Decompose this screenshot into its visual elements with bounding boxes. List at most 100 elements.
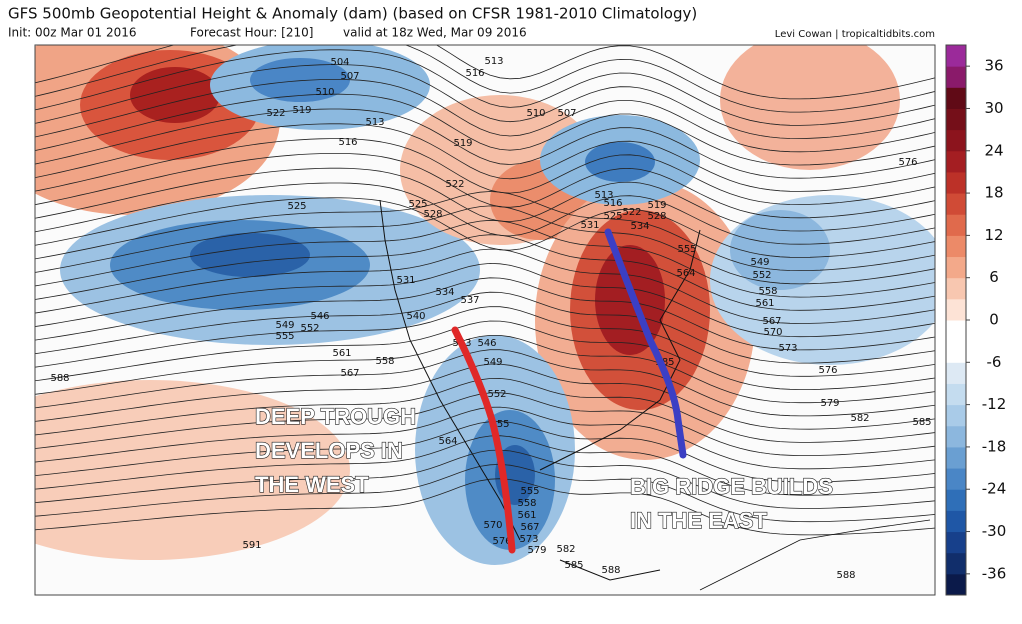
contour-line <box>35 45 935 100</box>
contour-label: 528 <box>647 211 666 222</box>
contour-line <box>35 320 935 390</box>
colorbar-band <box>946 362 966 384</box>
contour-line <box>35 153 935 219</box>
title: GFS 500mb Geopotential Height & Anomaly … <box>8 5 697 23</box>
contour-label: 546 <box>310 311 329 322</box>
colorbar-band <box>946 404 966 427</box>
contour-line <box>35 79 935 153</box>
contour-line <box>35 45 935 113</box>
contour-line <box>35 463 935 523</box>
ridge-line <box>604 228 687 459</box>
credit: Levi Cowan | tropicaltidbits.com <box>775 29 935 40</box>
contour-label: 555 <box>275 331 294 342</box>
colorbar-band <box>946 425 966 448</box>
annotation-text: BIG RIDGE BUILDS <box>630 474 833 499</box>
contour-line <box>35 262 935 338</box>
contour-label: 579 <box>527 545 546 556</box>
contour-label: 582 <box>556 544 575 555</box>
contour-label: 525 <box>287 201 306 212</box>
contour-label: 513 <box>484 56 503 67</box>
contour-label: 588 <box>601 565 620 576</box>
contour-line <box>35 197 935 258</box>
colorbar-label: 30 <box>984 99 1003 117</box>
contour-label: 576 <box>898 157 917 168</box>
colorbar-label: 12 <box>984 226 1003 244</box>
contour-line <box>35 49 935 126</box>
contour-label: 585 <box>655 357 674 368</box>
contour-label: 552 <box>752 270 771 281</box>
contour-label: 555 <box>677 244 696 255</box>
contour-label: 576 <box>818 365 837 376</box>
contour-label: 555 <box>490 419 509 430</box>
contour-line <box>35 108 935 179</box>
contour-label: 525 <box>603 211 622 222</box>
contour-label: 588 <box>836 570 855 581</box>
contour-label: 534 <box>630 221 649 232</box>
contour-label: 531 <box>580 220 599 231</box>
contour-line <box>35 205 935 285</box>
contour-label: 510 <box>526 108 545 119</box>
colorbar-band <box>946 150 966 173</box>
contour-label: 534 <box>435 287 454 298</box>
colorbar-band <box>946 45 966 67</box>
contour-line <box>35 435 935 496</box>
contour-line <box>35 93 935 166</box>
colorbar-label: -24 <box>982 480 1007 498</box>
contour-label: 555 <box>520 486 539 497</box>
contour-label: 585 <box>912 417 931 428</box>
contour-label: 537 <box>460 295 479 306</box>
contour-line <box>35 64 935 140</box>
contour-line <box>35 478 935 536</box>
contour-line <box>35 248 935 324</box>
contour-label: 549 <box>483 357 502 368</box>
annotation-text: DEEP TROUGH <box>255 404 416 429</box>
valid-time: valid at 18z Wed, Mar 09 2016 <box>343 26 527 40</box>
colorbar-band <box>946 171 966 194</box>
contour-label: 588 <box>50 373 69 384</box>
contour-label: 522 <box>445 179 464 190</box>
colorbar-label: 36 <box>984 57 1003 75</box>
contour-label: 549 <box>750 257 769 268</box>
contour-label: 558 <box>375 356 394 367</box>
colorbar-band <box>946 573 966 596</box>
contour-label: 573 <box>519 534 538 545</box>
contour-line <box>35 420 935 483</box>
contour-label: 528 <box>423 209 442 220</box>
contour-label: 519 <box>647 200 666 211</box>
colorbar-band <box>946 510 966 533</box>
contour-label: 546 <box>477 338 496 349</box>
contour-label: 567 <box>762 316 781 327</box>
contour-line <box>35 377 935 443</box>
contour-line <box>35 138 935 206</box>
contour-label: 558 <box>758 286 777 297</box>
annotation-text: DEVELOPS IN <box>255 438 403 463</box>
contour-line <box>35 363 935 430</box>
colorbar-label: 24 <box>984 141 1003 159</box>
contour-label: 564 <box>676 268 695 279</box>
contour-line <box>35 123 935 192</box>
colorbar-band <box>946 446 966 469</box>
colorbar-band <box>946 489 966 511</box>
colorbar-band <box>946 108 966 131</box>
contour-label: 504 <box>330 57 349 68</box>
contour-line <box>35 191 935 272</box>
contour-label: 540 <box>406 311 425 322</box>
contour-label: 513 <box>365 117 384 128</box>
colorbar-label: -36 <box>982 564 1007 582</box>
forecast-hour: Forecast Hour: [210] <box>190 26 313 40</box>
colorbar-band <box>946 552 966 575</box>
colorbar-label: -18 <box>982 437 1007 455</box>
colorbar-band <box>946 214 966 236</box>
contour-label: 585 <box>564 560 583 571</box>
colorbar-band <box>946 87 966 109</box>
contour-line <box>35 182 935 245</box>
colorbar-band <box>946 235 966 258</box>
contour-label: 507 <box>557 108 576 119</box>
contour-label: 582 <box>850 413 869 424</box>
contour-label: 552 <box>300 323 319 334</box>
contour-line <box>35 335 935 404</box>
colorbar-label: 0 <box>989 311 999 329</box>
contour-label: 558 <box>517 498 536 509</box>
